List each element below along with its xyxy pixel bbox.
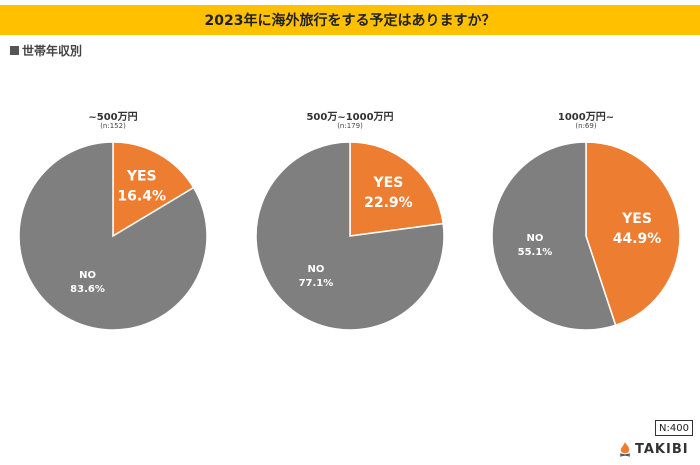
subtitle: 世帯年収別	[10, 42, 82, 59]
page-title: 2023年に海外旅行をする予定はありますか？	[204, 13, 496, 29]
slice-value-label: 16.4%	[117, 188, 166, 204]
chart-title: 500万~1000万円	[306, 112, 394, 123]
slice-label: YES	[621, 211, 652, 227]
pie-slice-no	[255, 141, 445, 331]
chart-title: 1000万円~	[557, 112, 615, 123]
chart-count: (n:69)	[575, 122, 597, 130]
pie-slice-yes	[585, 141, 681, 327]
pie-svg: YES 44.9% NO 55.1%	[491, 141, 681, 331]
pie-chart-2: 500万~1000万円 (n:179) YES 22.9% NO 77.1%	[250, 108, 450, 338]
pie-slice-no	[18, 141, 208, 331]
chart-count: (n:152)	[100, 122, 126, 130]
pie-slice-yes	[349, 141, 445, 237]
slice-value-label: 77.1%	[299, 278, 334, 289]
slice-label: YES	[126, 168, 157, 184]
pie-slice-yes	[112, 141, 195, 238]
square-bullet-icon	[10, 46, 19, 55]
sample-size-box: N:400	[655, 420, 693, 436]
subtitle-text: 世帯年収別	[22, 44, 83, 58]
slice-value-label: 83.6%	[70, 284, 105, 295]
pie-slice-no	[491, 141, 617, 331]
pie-svg: YES 16.4% NO 83.6%	[18, 141, 208, 331]
flame-icon	[619, 442, 631, 457]
chart-title: ~500万円	[88, 112, 138, 123]
chart-count: (n:179)	[337, 122, 363, 130]
slice-value-label: 55.1%	[518, 247, 553, 258]
title-bar: 2023年に海外旅行をする予定はありますか？	[0, 5, 700, 35]
pie-svg: YES 22.9% NO 77.1%	[255, 141, 445, 331]
slice-value-label: 22.9%	[364, 195, 413, 211]
slice-value-label: 44.9%	[613, 231, 662, 247]
slice-label: YES	[373, 175, 404, 191]
slice-label: NO	[79, 270, 96, 281]
pie-chart-1: ~500万円 (n:152) YES 16.4% NO 83.6%	[13, 108, 213, 338]
pie-chart-3: 1000万円~ (n:69) YES 44.9% NO 55.1%	[486, 108, 686, 338]
slice-label: NO	[307, 264, 324, 275]
brand-logo: TAKIBI	[618, 441, 689, 457]
slice-label: NO	[527, 233, 544, 244]
brand-name: TAKIBI	[635, 441, 689, 457]
